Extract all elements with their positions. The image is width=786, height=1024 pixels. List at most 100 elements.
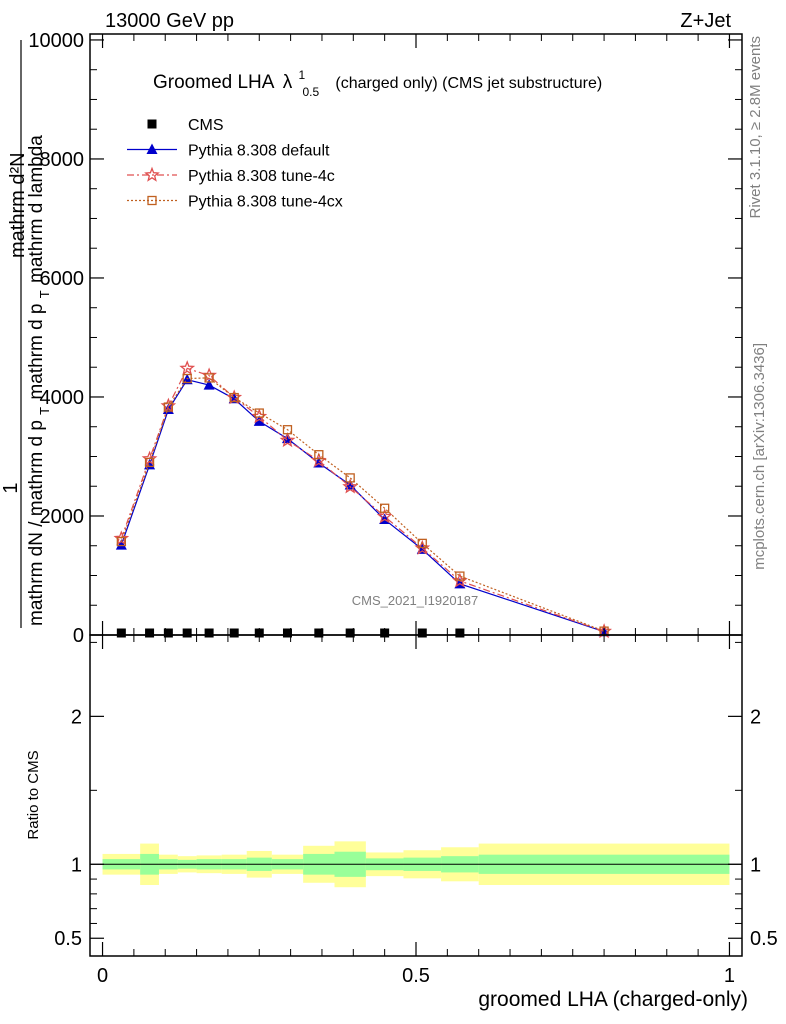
y-label-numerator: mathrm d²N <box>7 152 29 258</box>
data-point <box>345 628 355 638</box>
y-label-denominator: mathrm dN / mathrm d p T mathrm d p T ma… <box>26 135 54 626</box>
data-point <box>314 628 324 638</box>
data-point <box>376 508 393 524</box>
legend-label: CMS <box>188 117 224 134</box>
mcplots-label: mcplots.cern.ch [arXiv:1306.3436] <box>751 343 768 570</box>
title-rest: (charged only) (CMS jet substructure) <box>335 75 602 92</box>
data-point <box>145 628 155 638</box>
legend-item: CMS <box>147 117 224 134</box>
header-left: 13000 GeV pp <box>105 10 234 32</box>
x-tick-label: 1 <box>724 965 735 987</box>
main-y-label: 1 mathrm d²N mathrm dN / mathrm d p T ma… <box>0 40 54 628</box>
ratio-x-axis: 0 0.5 1 <box>97 635 735 987</box>
main-panel: 0 2000 4000 6000 8000 10000 <box>28 30 743 647</box>
data-point <box>229 392 239 403</box>
data-point <box>279 432 296 448</box>
legend-item: Pythia 8.308 tune-4cx <box>127 194 343 211</box>
ratio-y-tick-label: 0.5 <box>54 928 82 950</box>
y-label-denom-2: mathrm d p <box>26 304 47 400</box>
series-line <box>120 377 605 632</box>
data-point <box>455 571 465 581</box>
series-line <box>120 379 605 633</box>
y-label-denom-1: mathrm dN / mathrm d p <box>26 420 47 626</box>
data-point <box>282 628 292 638</box>
data-point <box>314 450 324 460</box>
data-point <box>204 373 214 383</box>
data-point <box>282 425 293 435</box>
title-main: Groomed LHA <box>153 72 275 93</box>
ratio-y-tick-label: 1 <box>71 854 82 876</box>
data-point <box>163 402 174 412</box>
ratio-y-label: Ratio to CMS <box>25 750 42 839</box>
legend-marker <box>146 143 158 154</box>
data-point <box>380 503 390 513</box>
data-point <box>310 452 327 468</box>
data-point <box>342 478 359 494</box>
data-point <box>203 379 215 390</box>
main-y-tick-label: 2000 <box>40 506 85 528</box>
data-point <box>226 389 243 405</box>
data-point <box>417 628 427 638</box>
title-sub: 0.5 <box>302 85 319 99</box>
data-point <box>179 360 196 376</box>
y-label-one: 1 <box>0 482 22 493</box>
data-point <box>414 539 431 555</box>
legend-item: Pythia 8.308 tune-4c <box>127 166 335 185</box>
main-y-tick-label: 0 <box>73 625 84 647</box>
data-point <box>163 628 173 638</box>
main-x-axis <box>101 34 731 635</box>
x-axis-label: groomed LHA (charged-only) <box>478 988 748 1011</box>
data-point <box>116 536 126 547</box>
title-lambda: λ <box>283 72 293 93</box>
legend-marker <box>147 119 157 129</box>
y-label-denom-1-sub: T <box>37 407 52 415</box>
x-tick-label: 0 <box>97 965 108 987</box>
legend: CMS Pythia 8.308 default Pythia 8.308 tune… <box>127 117 343 211</box>
data-point <box>182 628 192 638</box>
x-tick-label: 0.5 <box>402 965 430 987</box>
series-line <box>120 367 605 632</box>
data-point <box>417 538 427 549</box>
legend-label: Pythia 8.308 default <box>188 143 330 160</box>
ratio-y-axis: 0.5 0.5 1 1 2 2 <box>54 641 778 950</box>
header-right: Z+Jet <box>680 10 731 32</box>
legend-label: Pythia 8.308 tune-4c <box>188 168 335 185</box>
title-sup: 1 <box>298 68 305 82</box>
data-point <box>182 373 192 384</box>
y-label-denom-3: mathrm d lambda <box>26 135 47 283</box>
ratio-y-tick-label-right: 2 <box>750 706 761 728</box>
main-y-tick-label: 8000 <box>40 149 85 171</box>
data-point <box>115 539 127 550</box>
data-point <box>251 408 268 424</box>
ratio-y-tick-label: 2 <box>71 706 82 728</box>
data-point <box>204 628 214 638</box>
ratio-y-tick-label-right: 0.5 <box>750 928 778 950</box>
ratio-y-tick-label-right: 1 <box>750 854 761 876</box>
data-point <box>455 628 465 638</box>
data-point <box>201 367 218 383</box>
legend-marker <box>147 195 157 206</box>
plot-title: Groomed LHA λ 1 0.5 (charged only) (CMS … <box>153 63 602 101</box>
main-y-tick-label: 4000 <box>40 387 85 409</box>
legend-label: Pythia 8.308 tune-4cx <box>188 194 343 211</box>
series-3 <box>116 373 609 636</box>
main-y-axis: 0 2000 4000 6000 8000 10000 <box>28 30 742 647</box>
main-y-tick-label: 6000 <box>40 268 85 290</box>
y-label-denom-2-sub: T <box>37 290 52 298</box>
ratio-plot-area <box>90 841 742 888</box>
rivet-version-label: Rivet 3.1.10, ≥ 2.8M events <box>747 36 764 219</box>
data-point <box>144 457 155 468</box>
legend-marker <box>144 166 160 182</box>
ratio-frame <box>89 634 743 957</box>
data-point <box>116 628 126 638</box>
main-plot-area <box>113 360 613 639</box>
data-point <box>451 572 468 588</box>
data-point <box>345 473 355 483</box>
data-point <box>254 408 264 418</box>
analysis-watermark: CMS_2021_I1920187 <box>352 593 479 608</box>
legend-item: Pythia 8.308 default <box>127 143 330 160</box>
main-y-tick-label: 10000 <box>28 30 84 52</box>
data-point <box>229 628 239 638</box>
ratio-panel: 0.5 0.51 12 2 0 0.5 1 <box>54 634 778 987</box>
